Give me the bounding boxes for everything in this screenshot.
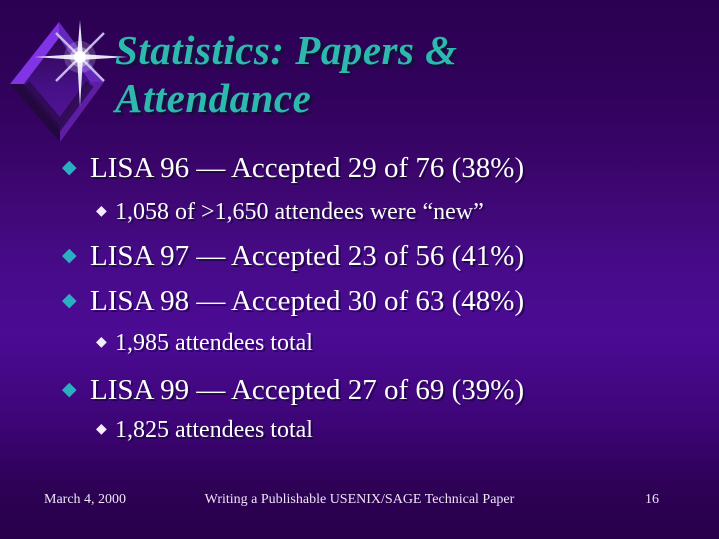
bullet-text: LISA 98 — Accepted 30 of 63 (48%) [90, 285, 525, 317]
teal-diamond-bullet-icon: ◆ [62, 290, 77, 311]
footer-deck-title: Writing a Publishable USENIX/SAGE Techni… [204, 492, 515, 507]
teal-diamond-bullet-icon: ◆ [62, 379, 77, 400]
diamond-edge-bottomleft [10, 84, 60, 142]
slide-title-line2: Attendance [115, 75, 312, 121]
bullet-subitem: ◆ 1,058 of >1,650 attendees were “new” [96, 197, 484, 227]
bullet-text: LISA 97 — Accepted 23 of 56 (41%) [90, 240, 525, 272]
teal-diamond-bullet-icon: ◆ [62, 245, 77, 266]
bullet-subitem: ◆ 1,825 attendees total [96, 415, 313, 445]
footer-date: March 4, 2000 [44, 492, 127, 507]
slide-title-line1: Statistics: Papers & [115, 27, 458, 73]
starburst-icon [34, 20, 128, 107]
bullet-subitem: ◆ 1,985 attendees total [96, 328, 313, 358]
bullet-item: ◆ LISA 99 — Accepted 27 of 69 (39%) [62, 372, 524, 408]
diamond-edge-bottomright [60, 82, 104, 142]
teal-diamond-bullet-icon: ◆ [62, 157, 77, 178]
white-diamond-bullet-icon: ◆ [96, 422, 107, 437]
bullet-text: LISA 96 — Accepted 29 of 76 (38%) [90, 152, 525, 184]
bullet-text: LISA 99 — Accepted 27 of 69 (39%) [90, 374, 525, 406]
bullet-text: 1,058 of >1,650 attendees were “new” [115, 199, 484, 225]
bullet-text: 1,985 attendees total [115, 330, 313, 356]
bullet-item: ◆ LISA 98 — Accepted 30 of 63 (48%) [62, 283, 524, 319]
footer-page-number: 16 [645, 492, 659, 507]
slide-footer: March 4, 2000 Writing a Publishable USEN… [0, 492, 719, 512]
diamond-edge-topleft [10, 22, 59, 84]
bullet-text: 1,825 attendees total [115, 417, 313, 443]
white-diamond-bullet-icon: ◆ [96, 335, 107, 350]
diamond-starburst-logo [10, 20, 128, 142]
white-diamond-bullet-icon: ◆ [96, 204, 107, 219]
bullet-item: ◆ LISA 96 — Accepted 29 of 76 (38%) [62, 150, 524, 186]
bullet-item: ◆ LISA 97 — Accepted 23 of 56 (41%) [62, 238, 524, 274]
slide-title: Statistics: Papers & Attendance [115, 26, 695, 122]
